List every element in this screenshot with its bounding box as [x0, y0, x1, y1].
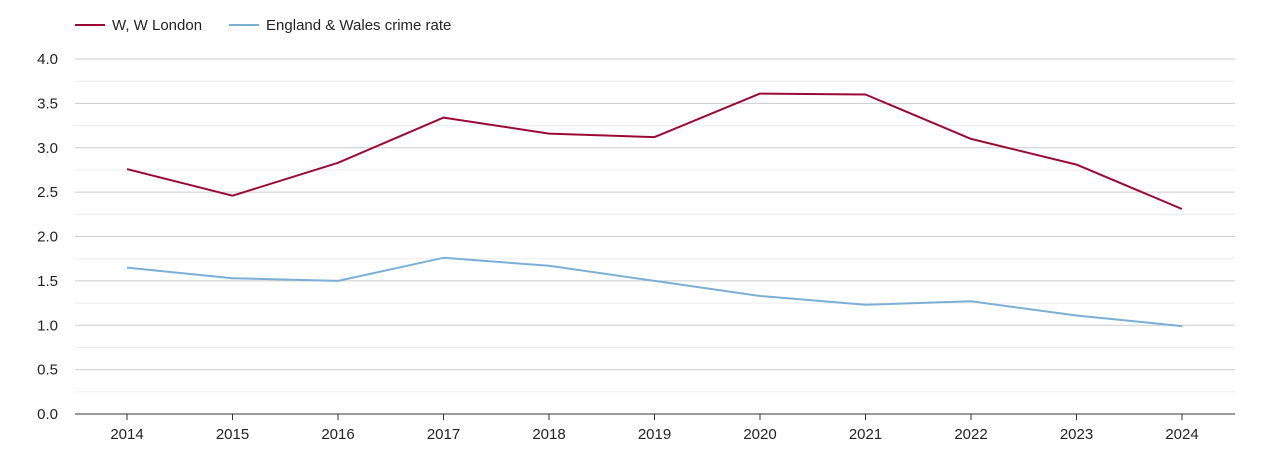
x-tick-label: 2022 [954, 426, 987, 443]
x-tick-label: 2016 [321, 426, 354, 443]
legend: W, W London England & Wales crime rate [75, 17, 451, 34]
y-tick-label: 0.5 [37, 362, 58, 379]
x-tick-label: 2017 [427, 426, 460, 443]
y-tick-label: 4.0 [37, 51, 58, 68]
legend-label: England & Wales crime rate [266, 17, 451, 34]
y-tick-label: 1.0 [37, 317, 58, 334]
series-line-2 [126, 256, 1183, 328]
y-tick-label: 2.5 [37, 184, 58, 201]
x-tick-label: 2019 [638, 426, 671, 443]
legend-label: W, W London [112, 17, 202, 34]
x-tick-label: 2018 [532, 426, 565, 443]
axes: 0.0 0.5 1.0 1.5 2.0 2.5 3.0 3.5 4.0 2014 2015 2016 2… [37, 51, 1235, 443]
x-tick-label: 2015 [216, 426, 249, 443]
y-tick-label: 1.5 [37, 273, 58, 290]
y-tick-label: 0.0 [37, 406, 58, 423]
x-tick-label: 2020 [743, 426, 776, 443]
x-tick-label: 2014 [110, 426, 143, 443]
series-lines [126, 92, 1183, 328]
series-line-1 [126, 92, 1183, 210]
y-tick-label: 3.5 [37, 95, 58, 112]
grid-lines [75, 58, 1235, 393]
x-tick-label: 2024 [1165, 426, 1198, 443]
y-tick-label: 3.0 [37, 140, 58, 157]
y-tick-label: 2.0 [37, 229, 58, 246]
x-tick-label: 2021 [849, 426, 882, 443]
x-tick-label: 2023 [1060, 426, 1093, 443]
